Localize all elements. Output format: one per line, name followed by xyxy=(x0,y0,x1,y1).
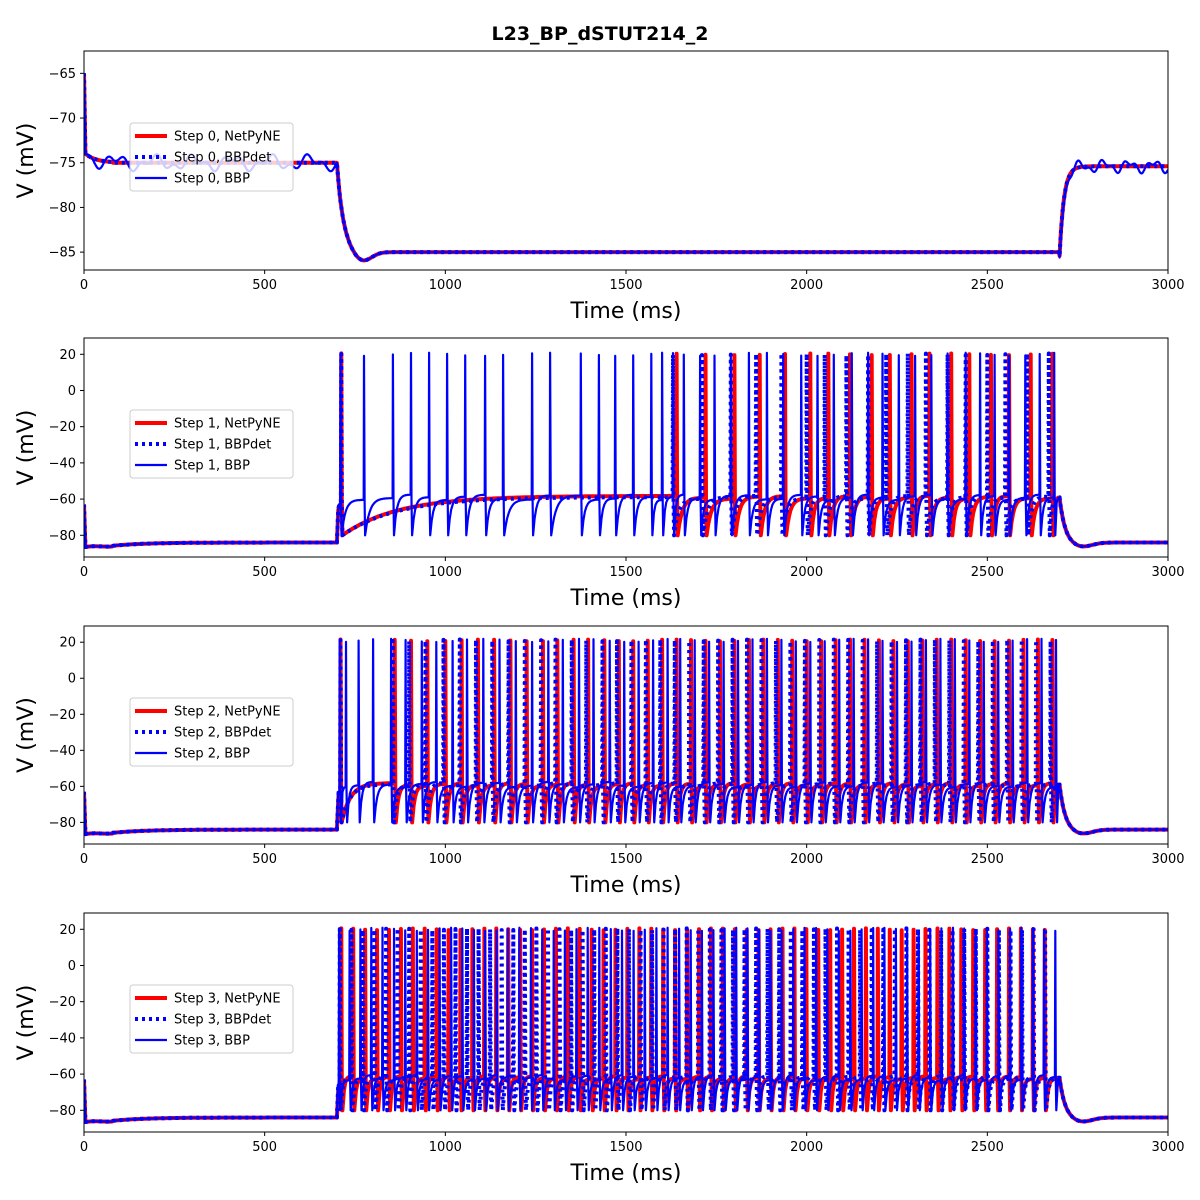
legend-label: Step 0, BBP xyxy=(174,172,250,187)
y-tick-label: −80 xyxy=(49,816,76,831)
x-axis-label: Time (ms) xyxy=(570,873,682,898)
legend-label: Step 1, BBP xyxy=(174,459,250,474)
y-tick-label: −80 xyxy=(49,1104,76,1119)
legend-label: Step 2, BBP xyxy=(174,747,250,762)
series-line-bbp xyxy=(84,637,1168,836)
legend: Step 3, NetPyNE Step 3, BBPdet Step 3, BBP xyxy=(129,984,294,1054)
legend-label: Step 0, NetPyNE xyxy=(174,130,281,145)
figure-title: L23_BP_dSTUT214_2 xyxy=(492,23,709,45)
legend: Step 2, NetPyNE Step 2, BBPdet Step 2, BBP xyxy=(129,697,294,767)
legend-label: Step 3, BBPdet xyxy=(174,1013,271,1028)
x-tick-label: 0 xyxy=(80,278,88,293)
x-tick-label: 2500 xyxy=(971,852,1004,867)
y-tick-label: 0 xyxy=(68,959,76,974)
x-tick-label: 2000 xyxy=(790,565,823,580)
x-tick-label: 500 xyxy=(252,565,277,580)
legend-box xyxy=(129,122,294,192)
y-tick-label: −60 xyxy=(49,780,76,795)
legend: Step 0, NetPyNE Step 0, BBPdet Step 0, BBP xyxy=(129,122,294,192)
x-tick-label: 2000 xyxy=(790,852,823,867)
x-tick-label: 1000 xyxy=(429,852,462,867)
y-tick-label: −65 xyxy=(49,67,76,82)
y-tick-label: −40 xyxy=(49,1031,76,1046)
y-axis-label: V (mV) xyxy=(14,123,39,199)
y-tick-label: −85 xyxy=(49,246,76,261)
y-tick-label: −60 xyxy=(49,1068,76,1083)
x-tick-label: 2000 xyxy=(790,1140,823,1155)
legend-label: Step 3, NetPyNE xyxy=(174,992,281,1007)
y-tick-label: 0 xyxy=(68,384,76,399)
y-tick-label: −80 xyxy=(49,201,76,216)
legend-label: Step 2, NetPyNE xyxy=(174,705,281,720)
y-axis-label: V (mV) xyxy=(14,697,39,773)
x-tick-label: 2500 xyxy=(971,565,1004,580)
y-tick-label: 0 xyxy=(68,672,76,687)
x-tick-label: 500 xyxy=(252,852,277,867)
legend-label: Step 1, NetPyNE xyxy=(174,417,281,432)
series-line-bbpdet xyxy=(84,637,1168,837)
y-tick-label: −20 xyxy=(49,420,76,435)
y-tick-label: −70 xyxy=(49,112,76,127)
y-tick-label: −40 xyxy=(49,456,76,471)
y-tick-label: −20 xyxy=(49,995,76,1010)
x-tick-label: 0 xyxy=(80,852,88,867)
panel-step-3: 0 500 1000 1500 2000 2500 3000 −80 −60 −40 −20 0 20 T… xyxy=(14,912,1185,1186)
y-tick-label: −40 xyxy=(49,744,76,759)
legend-box xyxy=(129,984,294,1054)
legend-box xyxy=(129,409,294,479)
x-tick-label: 0 xyxy=(80,1140,88,1155)
series-line-bbpdet xyxy=(84,351,1168,549)
panel-step-2: 0 500 1000 1500 2000 2500 3000 −80 −60 −40 −20 0 20 T… xyxy=(14,625,1185,898)
panel-step-1: 0 500 1000 1500 2000 2500 3000 −80 −60 −40 −20 0 20 T… xyxy=(14,337,1185,611)
x-tick-label: 3000 xyxy=(1151,852,1184,867)
y-tick-label: 20 xyxy=(59,923,76,938)
x-tick-label: 1500 xyxy=(609,1140,642,1155)
x-tick-label: 1000 xyxy=(429,278,462,293)
x-tick-label: 500 xyxy=(252,278,277,293)
x-tick-label: 500 xyxy=(252,1140,277,1155)
x-tick-label: 1000 xyxy=(429,1140,462,1155)
x-tick-label: 3000 xyxy=(1151,1140,1184,1155)
x-tick-label: 3000 xyxy=(1151,565,1184,580)
x-tick-label: 1000 xyxy=(429,565,462,580)
x-axis-label: Time (ms) xyxy=(570,299,682,324)
legend-label: Step 2, BBPdet xyxy=(174,726,271,741)
x-tick-label: 3000 xyxy=(1151,278,1184,293)
y-axis-label: V (mV) xyxy=(14,410,39,486)
legend-label: Step 0, BBPdet xyxy=(174,151,271,166)
series-line-bbp xyxy=(84,351,1168,549)
y-tick-label: 20 xyxy=(59,636,76,651)
x-tick-label: 2500 xyxy=(971,278,1004,293)
y-tick-label: −75 xyxy=(49,156,76,171)
legend: Step 1, NetPyNE Step 1, BBPdet Step 1, BBP xyxy=(129,409,294,479)
legend-label: Step 1, BBPdet xyxy=(174,438,271,453)
legend-box xyxy=(129,697,294,767)
x-tick-label: 0 xyxy=(80,565,88,580)
x-tick-label: 1500 xyxy=(609,278,642,293)
y-axis-label: V (mV) xyxy=(14,985,39,1061)
legend-label: Step 3, BBP xyxy=(174,1034,250,1049)
panel-step-0: 0 500 1000 1500 2000 2500 3000 −85 −80 −75 −70 −65 T… xyxy=(14,50,1185,324)
y-tick-label: −20 xyxy=(49,708,76,723)
x-tick-label: 1500 xyxy=(609,565,642,580)
x-axis-label: Time (ms) xyxy=(570,1161,682,1186)
x-tick-label: 2000 xyxy=(790,278,823,293)
x-axis-label: Time (ms) xyxy=(570,586,682,611)
y-tick-label: 20 xyxy=(59,348,76,363)
y-tick-label: −60 xyxy=(49,493,76,508)
x-tick-label: 2500 xyxy=(971,1140,1004,1155)
x-tick-label: 1500 xyxy=(609,852,642,867)
y-tick-label: −80 xyxy=(49,529,76,544)
series-line-bbp xyxy=(84,926,1168,1124)
